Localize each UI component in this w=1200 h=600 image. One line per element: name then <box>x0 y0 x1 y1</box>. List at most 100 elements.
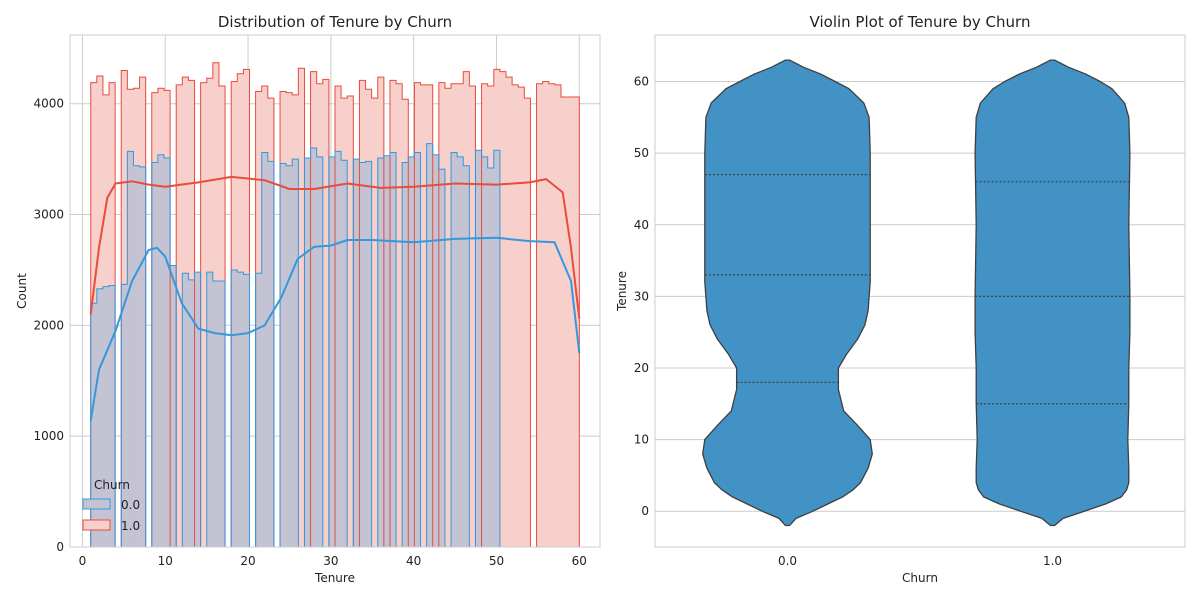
histogram-x-tick-label: 40 <box>406 554 421 568</box>
histogram-bar-0.0 <box>188 279 195 547</box>
histogram-bar-1.0 <box>560 97 568 547</box>
histogram-x-tick-label: 30 <box>323 554 338 568</box>
legend-title: Churn <box>94 478 130 492</box>
histogram-x-tick-label: 60 <box>572 554 587 568</box>
histogram-bar-1.0 <box>200 82 208 547</box>
violin-y-tick-label: 60 <box>634 75 649 89</box>
histogram-kde-lines <box>89 175 581 421</box>
histogram-bar-0.0 <box>286 165 293 547</box>
histogram-x-tick-label: 0 <box>79 554 87 568</box>
legend-label-0: 0.0 <box>121 498 140 512</box>
histogram-bar-1.0 <box>512 84 519 548</box>
histogram-bar-0.0 <box>121 284 128 547</box>
histogram-bar-1.0 <box>548 83 556 547</box>
histogram-bar-0.0 <box>383 155 391 547</box>
violin-frame <box>654 34 1186 548</box>
histogram-x-tick-label: 50 <box>489 554 504 568</box>
histogram-bars <box>90 62 580 548</box>
histogram-bar-0.0 <box>243 274 250 547</box>
histogram-bar-1.0 <box>554 84 562 548</box>
histogram-bar-0.0 <box>127 151 134 547</box>
violin-title: Violin Plot of Tenure by Churn <box>810 13 1031 31</box>
violin-y-tick-label: 40 <box>634 218 649 232</box>
histogram-bar-0.0 <box>426 143 434 547</box>
histogram-bar-0.0 <box>457 156 464 547</box>
histogram-bar-0.0 <box>481 156 488 547</box>
histogram-bar-0.0 <box>90 303 98 547</box>
violin-y-tick-label: 20 <box>634 361 649 375</box>
histogram-bar-0.0 <box>182 273 189 547</box>
histogram-y-ticks: 0 1000 2000 3000 4000 <box>33 97 64 554</box>
histogram-legend: Churn 0.0 1.0 <box>82 478 140 533</box>
violin-x-label: Churn <box>902 571 938 585</box>
histogram-bar-0.0 <box>237 272 244 547</box>
histogram-x-tick-label: 10 <box>158 554 173 568</box>
histogram-bar-0.0 <box>402 162 409 547</box>
kde-line-0.0 <box>89 236 581 421</box>
histogram-bar-0.0 <box>365 161 372 548</box>
violin-x-tick-label: 1.0 <box>1043 554 1062 568</box>
violin-y-tick-label: 10 <box>634 433 649 447</box>
violin-y-label: Tenure <box>615 271 629 312</box>
histogram-bar-0.0 <box>261 152 269 547</box>
histogram-bar-0.0 <box>353 159 360 547</box>
histogram-bar-0.0 <box>133 165 140 547</box>
histogram-bar-1.0 <box>524 98 531 548</box>
histogram-bar-0.0 <box>151 162 159 547</box>
histogram-y-label: Count <box>15 273 29 309</box>
histogram-bar-1.0 <box>506 77 513 548</box>
histogram-bar-0.0 <box>316 156 324 547</box>
histogram-step-outlines <box>90 62 580 548</box>
histogram-bar-0.0 <box>255 273 263 547</box>
histogram-bar-0.0 <box>310 148 317 548</box>
histogram-chart: Distribution of Tenure by Churn 0 10 20 30 4… <box>15 13 601 585</box>
histogram-bar-0.0 <box>451 152 458 547</box>
histogram-bar-0.0 <box>359 162 366 547</box>
histogram-bar-0.0 <box>414 152 421 547</box>
histogram-title: Distribution of Tenure by Churn <box>218 13 452 31</box>
histogram-bar-0.0 <box>304 158 311 547</box>
histogram-bar-0.0 <box>432 154 440 548</box>
histogram-bar-0.0 <box>170 265 177 547</box>
violin-1.0 <box>974 59 1131 527</box>
histogram-bar-0.0 <box>292 159 299 547</box>
histogram-bar-1.0 <box>536 83 543 547</box>
histogram-bar-0.0 <box>218 281 226 547</box>
histogram-x-tick-label: 20 <box>240 554 255 568</box>
histogram-bar-1.0 <box>444 88 452 548</box>
histogram-step-0.0 <box>90 143 580 548</box>
histogram-bar-1.0 <box>518 87 525 547</box>
histogram-bar-1.0 <box>371 98 379 548</box>
histogram-bar-0.0 <box>377 158 385 547</box>
histogram-bar-0.0 <box>493 150 501 547</box>
kde-line-1.0 <box>89 175 581 319</box>
histogram-bar-1.0 <box>347 95 354 547</box>
histogram-bar-0.0 <box>328 156 336 547</box>
histogram-bar-0.0 <box>463 165 470 547</box>
histogram-y-tick-label: 1000 <box>33 429 64 443</box>
histogram-bar-0.0 <box>487 167 495 548</box>
histogram-bar-0.0 <box>389 152 397 547</box>
violin-y-ticks: 0 10 20 30 40 50 60 <box>634 75 649 519</box>
histogram-bar-1.0 <box>396 83 403 547</box>
histogram-bar-0.0 <box>96 288 104 547</box>
histogram-bar-0.0 <box>475 150 482 547</box>
histogram-bar-0.0 <box>194 272 201 547</box>
histogram-y-tick-label: 0 <box>56 540 64 554</box>
histogram-x-ticks: 0 10 20 30 40 50 60 <box>79 554 587 568</box>
violin-y-tick-label: 50 <box>634 146 649 160</box>
histogram-bar-1.0 <box>469 85 476 547</box>
histogram-bar-0.0 <box>341 160 348 547</box>
violin-y-tick-label: 30 <box>634 289 649 303</box>
violin-0.0 <box>702 59 873 527</box>
histogram-bar-1.0 <box>298 68 305 547</box>
histogram-bar-0.0 <box>206 272 214 547</box>
histogram-bar-1.0 <box>176 84 183 548</box>
histogram-bar-1.0 <box>567 97 574 547</box>
histogram-bar-0.0 <box>267 161 275 548</box>
histogram-y-tick-label: 2000 <box>33 318 64 332</box>
histogram-bar-0.0 <box>212 281 220 547</box>
legend-label-1: 1.0 <box>121 519 140 533</box>
histogram-bar-1.0 <box>322 79 330 547</box>
